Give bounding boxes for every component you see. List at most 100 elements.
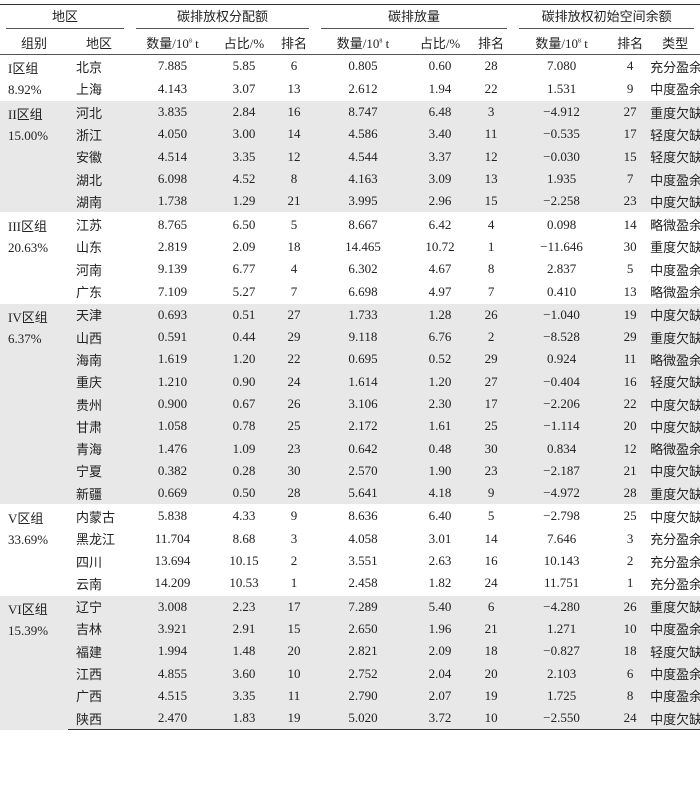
region-cell: 内蒙古 [68, 504, 131, 528]
surplus-rank-cell: 22 [610, 392, 651, 416]
surplus-type-cell: 充分盈余 [650, 54, 700, 78]
surplus-type-cell: 中度盈余 [650, 262, 700, 278]
emis-rank-cell: 3 [469, 100, 514, 124]
surplus-qty-cell: 0.924 [513, 348, 611, 371]
emis-rank-cell: 11 [469, 123, 514, 146]
region-cell: 海南 [68, 348, 131, 371]
emis-share-cell: 6.76 [411, 325, 470, 349]
surplus-type-cell: 中度盈余 [650, 82, 700, 98]
alloc-rank-cell: 18 [287, 238, 301, 254]
alloc-share-cell: 8.68 [232, 530, 256, 546]
emis-qty-cell: 2.612 [348, 80, 378, 96]
emis-qty-cell: 0.805 [315, 54, 412, 78]
group-share: 6.37% [8, 330, 42, 346]
emis-share-cell: 1.61 [411, 415, 470, 438]
alloc-qty-cell: 4.143 [157, 80, 188, 96]
surplus-rank-cell: 28 [610, 482, 651, 505]
surplus-qty-cell: −2.258 [513, 190, 611, 213]
emis-share-cell: 1.90 [411, 459, 470, 483]
table-row: II区组 15.00% 河北 3.835 2.84 16 8.747 6.48 3 −4.912 2… [0, 99, 700, 213]
emis-share-cell: 2.30 [411, 392, 470, 416]
alloc-rank-cell: 19 [273, 707, 316, 731]
header-surplus: 碳排放权初始空间余额 [519, 6, 695, 29]
surplus-qty-cell: −11.646 [540, 238, 583, 254]
alloc-qty-cell: 0.591 [130, 325, 216, 349]
alloc-qty-cell: 2.819 [157, 238, 188, 254]
table-row: 黑龙江 11.704 8.68 3 4.058 3.01 14 7.646 3 充分盈余 [0, 528, 700, 550]
emis-rank-cell: 10 [469, 707, 514, 731]
table-row: 山东 2.819 2.09 18 14.465 10.72 1 −11.646 30 重度欠缺 [0, 236, 700, 258]
alloc-qty-cell: 1.058 [130, 415, 216, 438]
surplus-rank-cell: 17 [610, 123, 651, 146]
surplus-rank-cell: 30 [623, 238, 637, 254]
region-cell: 北京 [68, 54, 131, 78]
emis-qty-cell: 6.302 [348, 261, 378, 277]
surplus-qty-cell: −0.030 [513, 145, 611, 168]
header-rank: 排名 [469, 30, 514, 55]
emis-rank-cell: 12 [469, 145, 514, 168]
alloc-share-cell: 3.35 [215, 145, 274, 168]
emis-share-cell: 2.09 [411, 640, 470, 663]
surplus-rank-cell: 23 [610, 190, 651, 213]
surplus-qty-cell: 1.935 [513, 167, 611, 191]
emis-rank-cell: 14 [484, 530, 498, 546]
surplus-type-cell: 中度欠缺 [650, 302, 700, 326]
surplus-type-cell: 略微盈余 [650, 348, 700, 371]
alloc-share-cell: 0.51 [215, 302, 274, 326]
alloc-share-cell: 2.84 [215, 100, 274, 124]
region-cell: 吉林 [68, 617, 131, 641]
alloc-rank-cell: 25 [273, 415, 316, 438]
emis-qty-cell: 2.172 [315, 415, 412, 438]
table-row: 陕西 2.470 1.83 19 5.020 3.72 10 −2.550 24 中度欠缺 [0, 707, 700, 731]
surplus-qty-cell: 11.751 [543, 575, 580, 591]
emis-qty-cell: 0.642 [315, 437, 412, 460]
table-row: 上海 4.143 3.07 13 2.612 1.94 22 1.531 9 中度盈余 [0, 78, 700, 101]
emis-qty-cell: 9.118 [315, 325, 412, 349]
alloc-share-cell: 4.52 [215, 167, 274, 191]
region-cell: 湖北 [68, 167, 131, 191]
group-cell: VI区组 15.39% [0, 594, 68, 730]
header-share: 占比/% [411, 30, 470, 55]
region-cell: 新疆 [68, 482, 131, 505]
alloc-qty-cell: 3.835 [130, 100, 216, 124]
surplus-type-cell: 中度盈余 [650, 684, 700, 708]
alloc-share-cell: 0.78 [215, 415, 274, 438]
surplus-qty-cell: −4.912 [513, 100, 611, 124]
emis-qty-cell: 4.544 [315, 145, 412, 168]
surplus-rank-cell: 3 [626, 530, 634, 546]
table-row: 吉林 3.921 2.91 15 2.650 1.96 21 1.271 10 中度盈余 [0, 617, 700, 641]
emis-share-cell: 1.94 [428, 80, 452, 96]
surplus-rank-cell: 14 [610, 212, 651, 236]
surplus-rank-cell: 24 [610, 707, 651, 731]
alloc-qty-cell: 14.209 [154, 575, 191, 591]
surplus-type-cell: 中度盈余 [650, 662, 700, 685]
alloc-share-cell: 1.20 [215, 348, 274, 371]
surplus-type-cell: 中度欠缺 [650, 459, 700, 483]
group-cell: V区组 33.69% [0, 504, 68, 596]
emis-share-cell: 3.40 [411, 123, 470, 146]
surplus-rank-cell: 26 [610, 594, 651, 618]
emis-rank-cell: 29 [469, 348, 514, 371]
region-cell: 云南 [76, 576, 103, 592]
surplus-rank-cell: 10 [610, 617, 651, 641]
alloc-share-cell: 3.35 [215, 684, 274, 708]
table-body: I区组 8.92% 北京 7.885 5.85 6 0.805 0.60 28 7.080 4 充分盈… [0, 54, 700, 731]
alloc-rank-cell: 13 [287, 80, 301, 96]
surplus-type-cell: 略微盈余 [650, 437, 700, 460]
emis-rank-cell: 7 [487, 283, 495, 299]
alloc-rank-cell: 15 [273, 617, 316, 641]
table-row: 海南 1.619 1.20 22 0.695 0.52 29 0.924 11 略微盈余 [0, 348, 700, 371]
emis-rank-cell: 8 [487, 261, 495, 277]
emis-share-cell: 1.28 [411, 302, 470, 326]
alloc-qty-cell: 2.470 [130, 707, 216, 731]
surplus-type-cell: 略微盈余 [650, 285, 700, 301]
surplus-qty-cell: 2.103 [513, 662, 611, 685]
region-cell: 江苏 [68, 212, 131, 236]
emis-qty-cell: 14.465 [345, 238, 381, 254]
emis-rank-cell: 5 [469, 504, 514, 528]
surplus-qty-cell: −0.535 [513, 123, 611, 146]
emis-share-cell: 4.97 [428, 283, 452, 299]
table-row: 青海 1.476 1.09 23 0.642 0.48 30 0.834 12 略微盈余 [0, 437, 700, 460]
surplus-qty-cell: 0.834 [513, 437, 611, 460]
emis-rank-cell: 26 [469, 302, 514, 326]
